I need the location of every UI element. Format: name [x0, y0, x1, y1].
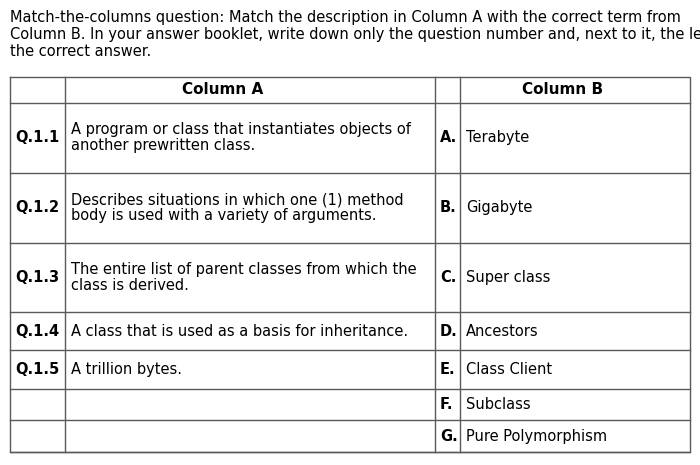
- Text: Super class: Super class: [466, 270, 550, 285]
- Text: another prewritten class.: another prewritten class.: [71, 139, 256, 153]
- Text: Match-the-columns question: Match the description in Column A with the correct t: Match-the-columns question: Match the de…: [10, 10, 681, 25]
- Text: A trillion bytes.: A trillion bytes.: [71, 362, 182, 377]
- Text: Class Client: Class Client: [466, 362, 552, 377]
- Text: Subclass: Subclass: [466, 397, 531, 412]
- Text: B.: B.: [440, 200, 456, 215]
- Text: A.: A.: [440, 130, 457, 146]
- Text: Column A: Column A: [182, 82, 263, 98]
- Text: Q.1.3: Q.1.3: [15, 270, 59, 285]
- Text: Q.1.5: Q.1.5: [15, 362, 60, 377]
- Text: G.: G.: [440, 429, 458, 444]
- Text: Q.1.1: Q.1.1: [15, 130, 60, 146]
- Text: Q.1.2: Q.1.2: [15, 200, 59, 215]
- Text: class is derived.: class is derived.: [71, 278, 189, 293]
- Text: Column B. In your answer booklet, write down only the question number and, next : Column B. In your answer booklet, write …: [10, 27, 700, 42]
- Text: Pure Polymorphism: Pure Polymorphism: [466, 429, 607, 444]
- Text: Gigabyte: Gigabyte: [466, 200, 533, 215]
- Text: Ancestors: Ancestors: [466, 324, 538, 339]
- Text: Terabyte: Terabyte: [466, 130, 529, 146]
- Text: E.: E.: [440, 362, 456, 377]
- Text: A class that is used as a basis for inheritance.: A class that is used as a basis for inhe…: [71, 324, 408, 339]
- Text: Column B: Column B: [522, 82, 603, 98]
- Text: The entire list of parent classes from which the: The entire list of parent classes from w…: [71, 262, 416, 277]
- Text: body is used with a variety of arguments.: body is used with a variety of arguments…: [71, 208, 377, 223]
- Text: F.: F.: [440, 397, 454, 412]
- Text: Describes situations in which one (1) method: Describes situations in which one (1) me…: [71, 192, 404, 207]
- Text: D.: D.: [440, 324, 458, 339]
- Text: the correct answer.: the correct answer.: [10, 44, 151, 59]
- Text: C.: C.: [440, 270, 456, 285]
- Text: Q.1.4: Q.1.4: [15, 324, 59, 339]
- Text: A program or class that instantiates objects of: A program or class that instantiates obj…: [71, 122, 411, 137]
